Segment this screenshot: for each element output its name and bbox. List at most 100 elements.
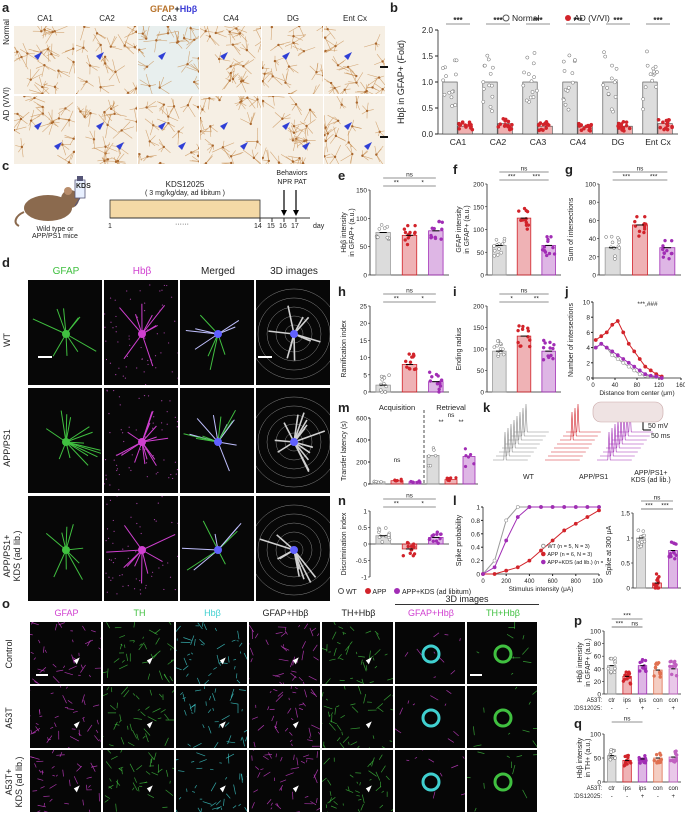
- cell-process: [114, 658, 119, 662]
- panel-o-col-4: TH+Hbβ: [322, 608, 395, 618]
- cell-process: [336, 706, 339, 707]
- punctum: [154, 519, 155, 520]
- data-point: [551, 505, 554, 508]
- astrocyte-branch: [66, 550, 82, 580]
- cell-process: [299, 677, 303, 681]
- punctum: [177, 556, 178, 557]
- astrocyte-process: [247, 50, 255, 58]
- astrocyte-soma: [107, 158, 109, 160]
- cell-process: [332, 632, 336, 640]
- punctum: [157, 472, 158, 473]
- cell-process: [405, 652, 408, 656]
- cell-process: [132, 788, 134, 790]
- y-tick-label: 150: [473, 325, 484, 332]
- astrocyte-process: [296, 130, 302, 139]
- data-point: [670, 673, 673, 676]
- data-point: [602, 83, 605, 86]
- astrocyte-soma: [281, 118, 283, 120]
- cell-process: [339, 658, 343, 660]
- astrocyte-soma: [292, 42, 294, 44]
- astrocyte-process: [81, 82, 87, 91]
- cell-process: [324, 745, 327, 748]
- cell-process: [167, 622, 171, 625]
- y-tick-label: 60: [594, 654, 602, 661]
- data-point: [503, 237, 506, 240]
- y-tick-label: 5: [363, 372, 367, 379]
- data-point: [629, 761, 632, 764]
- soma: [138, 546, 146, 554]
- behaviors-sub: NPR PAT: [272, 179, 312, 186]
- astrocyte-process: [94, 139, 95, 148]
- micrograph-o: [467, 750, 537, 812]
- astrocyte-soma: [20, 56, 22, 58]
- data-point: [413, 232, 416, 235]
- row-value: +: [672, 706, 676, 712]
- data-point: [532, 96, 535, 99]
- cell-process: [192, 791, 195, 792]
- micrograph-o: [249, 622, 320, 684]
- data-point: [553, 252, 556, 255]
- punctum: [137, 317, 138, 318]
- astrocyte-soma: [230, 155, 232, 157]
- cell-process: [358, 686, 361, 694]
- punctum: [160, 352, 161, 353]
- astrocyte-soma: [138, 49, 140, 51]
- cell-process: [429, 759, 434, 762]
- astrocyte-process: [155, 40, 157, 52]
- legend-entry: APP+KDS (ad lib.) (n = 6, N = 3): [547, 560, 603, 566]
- data-point: [406, 243, 409, 246]
- data-point: [450, 96, 453, 99]
- cell-process: [251, 658, 253, 662]
- data-point: [410, 356, 413, 359]
- cell-process: [114, 722, 118, 730]
- sig-label: ***: [653, 16, 663, 25]
- punctum: [139, 398, 140, 399]
- astrocyte-process: [150, 86, 154, 94]
- bar: [669, 669, 677, 694]
- data-point: [454, 73, 457, 76]
- astrocyte-process: [223, 147, 230, 152]
- punctum: [135, 551, 136, 552]
- cell-process: [304, 690, 306, 698]
- data-point: [675, 554, 678, 557]
- data-point: [376, 236, 379, 239]
- astrocyte-soma: [355, 81, 357, 83]
- astrocyte-soma: [278, 161, 280, 163]
- astrocyte-process: [147, 61, 154, 67]
- cell-process: [390, 741, 393, 742]
- astrocyte-branch: [218, 442, 229, 471]
- astrocyte-process: [335, 157, 340, 164]
- panel-label-d: d: [2, 255, 10, 270]
- cell-process: [254, 742, 255, 747]
- data-point: [530, 80, 533, 83]
- astrocyte-process: [38, 61, 45, 65]
- data-point: [539, 549, 542, 552]
- astrocyte-process: [146, 130, 150, 142]
- punctum: [104, 313, 105, 314]
- cell-process: [446, 690, 451, 693]
- cell-process: [65, 672, 73, 674]
- astrocyte-process: [160, 77, 164, 88]
- astrocyte-branch: [106, 550, 142, 552]
- astrocyte-process: [293, 163, 303, 164]
- astrocyte-soma: [110, 45, 112, 47]
- astrocyte-soma: [381, 60, 383, 62]
- astrocyte-soma: [212, 144, 214, 146]
- cell-process: [302, 651, 304, 660]
- data-point: [429, 380, 432, 383]
- cell-process: [152, 772, 158, 775]
- y-tick-label: 100: [473, 227, 484, 234]
- data-point: [654, 65, 657, 68]
- panel-a-col-5: Ent Cx: [324, 14, 386, 23]
- astrocyte-soma: [208, 97, 210, 99]
- astrocyte-process: [160, 88, 170, 94]
- data-point: [516, 566, 519, 569]
- astrocyte-process: [324, 135, 325, 144]
- data-point: [499, 342, 502, 345]
- punctum: [128, 335, 129, 336]
- data-point: [654, 666, 657, 669]
- cell-process: [343, 633, 346, 634]
- punctum: [129, 467, 130, 468]
